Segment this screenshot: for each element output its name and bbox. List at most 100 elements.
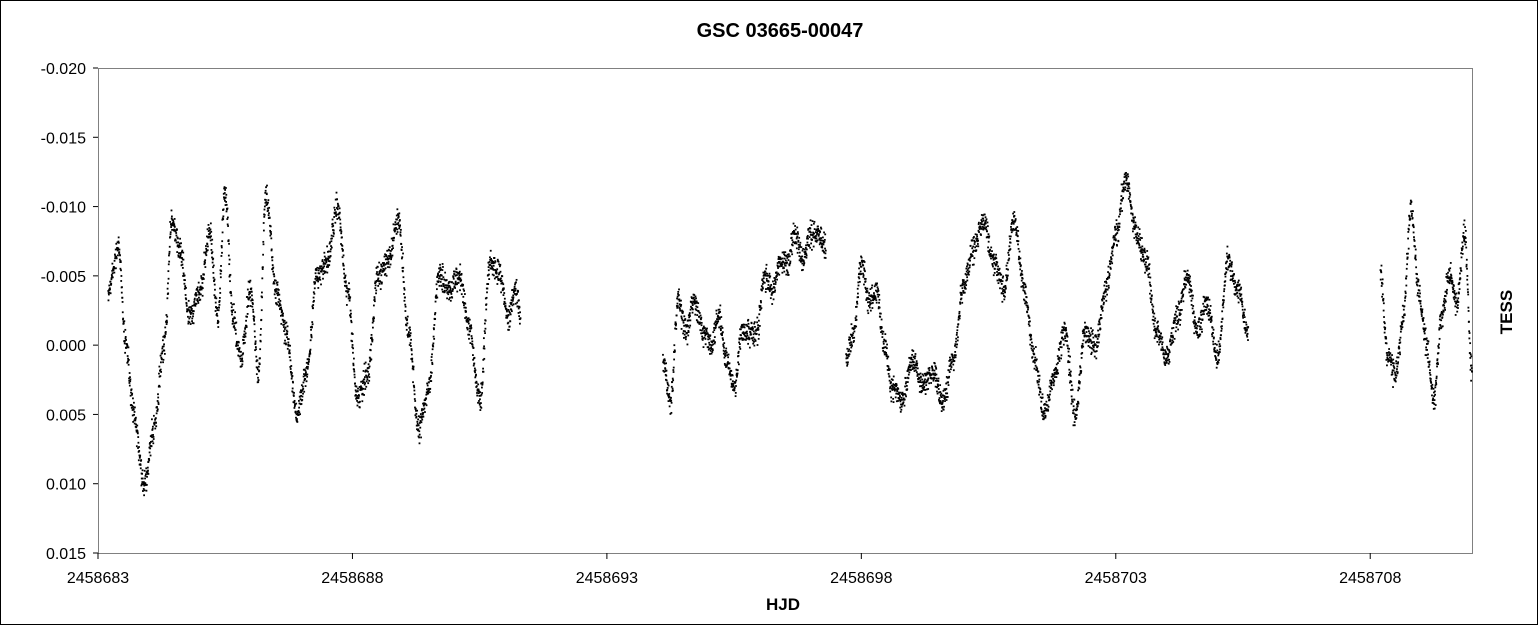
data-point	[192, 322, 195, 325]
data-point	[472, 358, 475, 361]
data-point	[758, 333, 760, 336]
data-point	[1021, 273, 1024, 276]
data-point	[432, 345, 435, 348]
data-point	[976, 237, 979, 240]
data-point	[802, 264, 805, 267]
data-point	[204, 261, 206, 264]
data-point	[800, 258, 803, 260]
data-point	[128, 384, 131, 387]
data-point	[1005, 274, 1007, 277]
data-point	[807, 228, 810, 231]
data-point	[328, 256, 331, 259]
data-point	[431, 353, 433, 356]
data-point	[411, 358, 413, 361]
data-point	[168, 252, 171, 255]
data-point	[140, 459, 143, 461]
data-point	[1151, 308, 1154, 311]
data-point	[1148, 263, 1151, 266]
data-point	[126, 344, 129, 347]
data-point	[445, 289, 448, 292]
data-point	[732, 385, 735, 388]
data-point	[705, 330, 708, 333]
data-point	[1131, 212, 1134, 215]
data-point	[213, 279, 216, 282]
data-point	[362, 382, 364, 385]
data-point	[518, 299, 520, 302]
data-point	[438, 271, 441, 273]
data-point	[723, 342, 726, 345]
data-point	[378, 261, 381, 264]
data-point	[315, 267, 318, 270]
data-point	[224, 196, 227, 199]
data-point	[515, 278, 518, 281]
data-point	[890, 381, 892, 384]
data-point	[374, 281, 377, 284]
data-point	[1049, 390, 1052, 393]
data-point	[1212, 340, 1215, 343]
data-point	[231, 303, 234, 306]
data-point	[359, 400, 361, 403]
data-point	[1101, 298, 1103, 301]
data-point	[1001, 280, 1004, 283]
data-point	[911, 358, 914, 361]
data-point	[803, 262, 806, 264]
data-point	[1012, 228, 1015, 230]
data-point	[1109, 266, 1112, 269]
data-point	[1103, 297, 1106, 300]
data-point	[929, 374, 932, 377]
data-point	[344, 280, 347, 283]
data-point	[979, 225, 982, 228]
data-point	[502, 294, 505, 296]
data-point	[1218, 343, 1221, 345]
data-point	[1048, 385, 1051, 388]
data-point	[1212, 331, 1214, 334]
data-point	[684, 338, 687, 341]
data-point	[155, 412, 158, 415]
data-point	[1197, 320, 1200, 323]
data-point	[700, 324, 703, 327]
data-point	[108, 289, 110, 291]
data-point	[952, 369, 955, 372]
data-point	[849, 336, 851, 339]
data-point	[778, 262, 781, 264]
data-point	[295, 416, 297, 419]
data-point	[229, 273, 232, 276]
data-point	[949, 356, 951, 359]
data-point	[1040, 400, 1043, 403]
data-point	[369, 357, 372, 360]
data-point	[1005, 264, 1008, 267]
data-point	[223, 187, 226, 190]
data-point	[206, 235, 208, 238]
data-point	[199, 286, 201, 289]
data-point	[127, 363, 130, 366]
data-point	[1042, 415, 1045, 418]
data-point	[128, 382, 131, 384]
data-point	[738, 338, 741, 341]
data-point	[1208, 318, 1211, 321]
data-point	[1192, 321, 1195, 323]
data-point	[1230, 263, 1233, 266]
data-point	[1010, 231, 1013, 234]
data-point	[329, 248, 332, 251]
data-point	[405, 324, 408, 327]
data-point	[126, 355, 129, 357]
data-point	[362, 370, 365, 372]
data-point	[1210, 315, 1213, 318]
data-point	[1077, 389, 1079, 392]
data-point	[254, 340, 257, 343]
y-tick-label: -0.010	[41, 200, 86, 217]
data-point	[417, 424, 420, 427]
data-point	[760, 301, 762, 304]
data-point	[149, 447, 152, 450]
data-point	[354, 385, 357, 387]
data-point	[991, 263, 994, 266]
data-point	[241, 363, 244, 366]
data-point	[117, 241, 120, 244]
data-point	[1162, 352, 1165, 355]
data-point	[1091, 341, 1094, 344]
data-point	[382, 270, 385, 272]
data-point	[1214, 355, 1217, 357]
data-point	[518, 322, 521, 325]
data-point	[339, 222, 342, 225]
data-point	[493, 257, 496, 259]
